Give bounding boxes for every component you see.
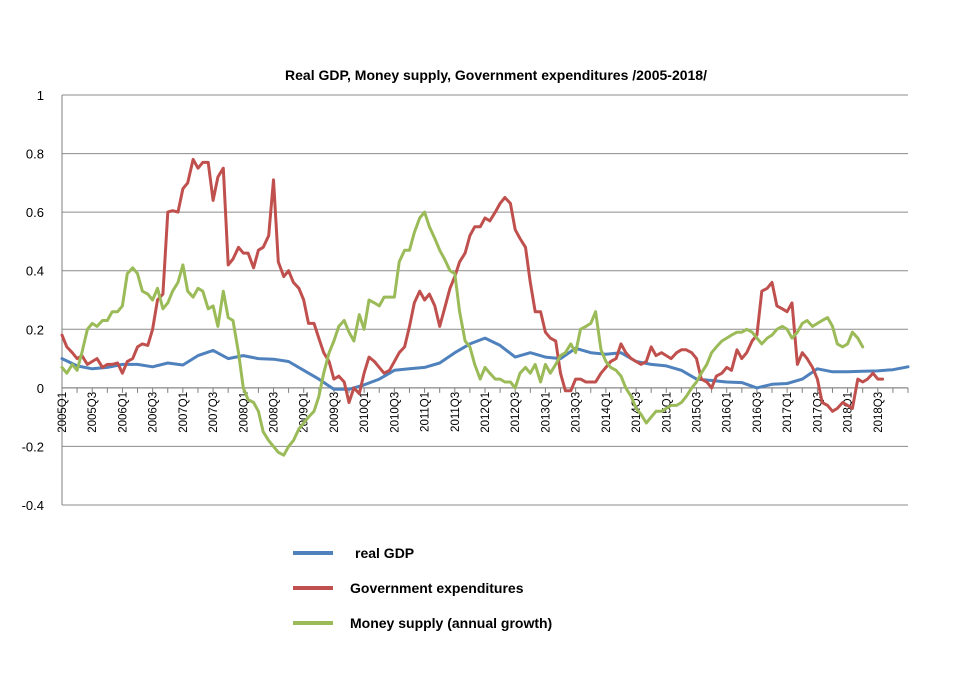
legend-label: Money supply (annual growth) <box>350 615 552 631</box>
x-tick-label: 2015Q1 <box>661 392 673 433</box>
legend-label: real GDP <box>355 545 414 561</box>
x-tick-label: 2017Q1 <box>782 392 794 433</box>
x-tick-label: 2006Q1 <box>117 392 129 433</box>
x-tick-label: 2011Q3 <box>450 392 462 432</box>
x-tick-label: 2011Q1 <box>420 392 432 432</box>
series-line-2 <box>60 210 865 457</box>
x-axis-ticks: 2005Q1 2005Q3 2006Q1 2006Q3 2007Q1 2007Q3 2008… <box>57 387 909 433</box>
y-tick-label: -0.4 <box>22 498 44 513</box>
x-tick-label: 2010Q1 <box>359 392 371 433</box>
x-tick-label: 2015Q3 <box>692 392 704 433</box>
x-tick-label: 2012Q1 <box>480 392 492 433</box>
x-tick-label: 2010Q3 <box>389 392 401 433</box>
y-tick-label: 0 <box>37 381 44 396</box>
legend-label: Government expenditures <box>350 580 524 596</box>
y-tick-label: 0.8 <box>26 147 44 162</box>
y-tick-label: 1 <box>37 88 44 103</box>
x-tick-label: 2009Q1 <box>299 392 311 433</box>
series-lines <box>60 157 910 457</box>
x-tick-label: 2014Q1 <box>601 392 613 433</box>
chart-title: Real GDP, Money supply, Government expen… <box>285 67 707 83</box>
x-tick-label: 2016Q1 <box>722 392 734 433</box>
x-tick-label: 2006Q3 <box>148 392 160 433</box>
legend: real GDP Government expenditures Money sup… <box>293 545 552 631</box>
y-tick-label: 0.6 <box>26 205 44 220</box>
x-tick-label: 2013Q3 <box>571 392 583 433</box>
y-axis-ticks: 1 0.8 0.6 0.4 0.2 0 -0.2 -0.4 <box>22 88 44 513</box>
x-tick-label: 2005Q3 <box>87 392 99 433</box>
x-tick-label: 2008Q3 <box>269 392 281 433</box>
y-tick-label: 0.4 <box>26 264 44 279</box>
gridlines <box>61 94 908 506</box>
x-tick-label: 2007Q1 <box>178 392 190 433</box>
x-tick-label: 2013Q1 <box>540 392 552 433</box>
x-tick-label: 2018Q3 <box>873 392 885 433</box>
x-tick-label: 2005Q1 <box>57 392 69 433</box>
x-tick-label: 2008Q1 <box>238 392 250 433</box>
series-line-0 <box>60 336 910 391</box>
x-tick-label: 2018Q1 <box>843 392 855 433</box>
series-line-1 <box>60 157 885 413</box>
y-tick-label: -0.2 <box>22 439 44 454</box>
y-tick-label: 0.2 <box>26 322 44 337</box>
x-tick-label: 2009Q3 <box>329 392 341 433</box>
x-tick-label: 2016Q3 <box>752 392 764 433</box>
x-tick-label: 2012Q3 <box>510 392 522 433</box>
x-tick-label: 2007Q3 <box>208 392 220 433</box>
